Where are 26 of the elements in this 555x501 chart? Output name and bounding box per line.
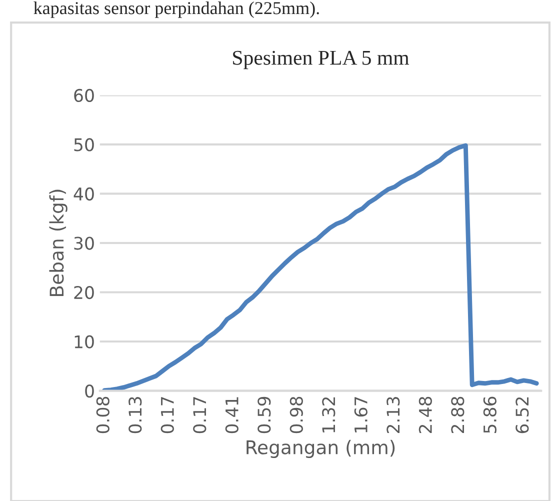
x-tick-label: 5.86 <box>483 396 496 433</box>
y-tick-label: 50 <box>74 138 94 152</box>
x-tick-label: 1.32 <box>322 397 336 432</box>
y-tick-label: 0 <box>85 384 94 398</box>
x-tick-label: 0.17 <box>193 397 206 434</box>
text: kapasitas sensor perpindahan (225mm). <box>34 2 319 18</box>
x-tick-label: 0.13 <box>128 397 142 434</box>
y-tick-label: 10 <box>74 335 94 348</box>
x-tick-label: 2.13 <box>386 397 400 434</box>
y-axis-title: Beban (kgf) <box>49 190 68 296</box>
y-tick-label: 20 <box>74 286 94 300</box>
chart-title: Spesimen PLA 5 mm <box>233 50 410 70</box>
x-tick-label: 0.41 <box>225 397 238 434</box>
x-tick-label: 0.59 <box>258 396 271 434</box>
x-tick-label: 1.67 <box>354 397 368 432</box>
x-tick-label: 0.17 <box>160 397 174 434</box>
y-tick-label: 40 <box>74 187 94 201</box>
y-tick-label: 60 <box>74 88 94 102</box>
x-tick-label: 2.48 <box>418 396 432 434</box>
x-axis-title: Regangan (mm) <box>246 440 395 458</box>
y-tick-label: 30 <box>74 236 94 250</box>
x-tick-label: 0.98 <box>290 396 303 434</box>
x-tick-label: 6.52 <box>516 397 529 434</box>
line-series <box>102 143 539 391</box>
x-tick-label: 0.08 <box>96 396 110 434</box>
x-tick-label: 2.88 <box>451 396 464 434</box>
